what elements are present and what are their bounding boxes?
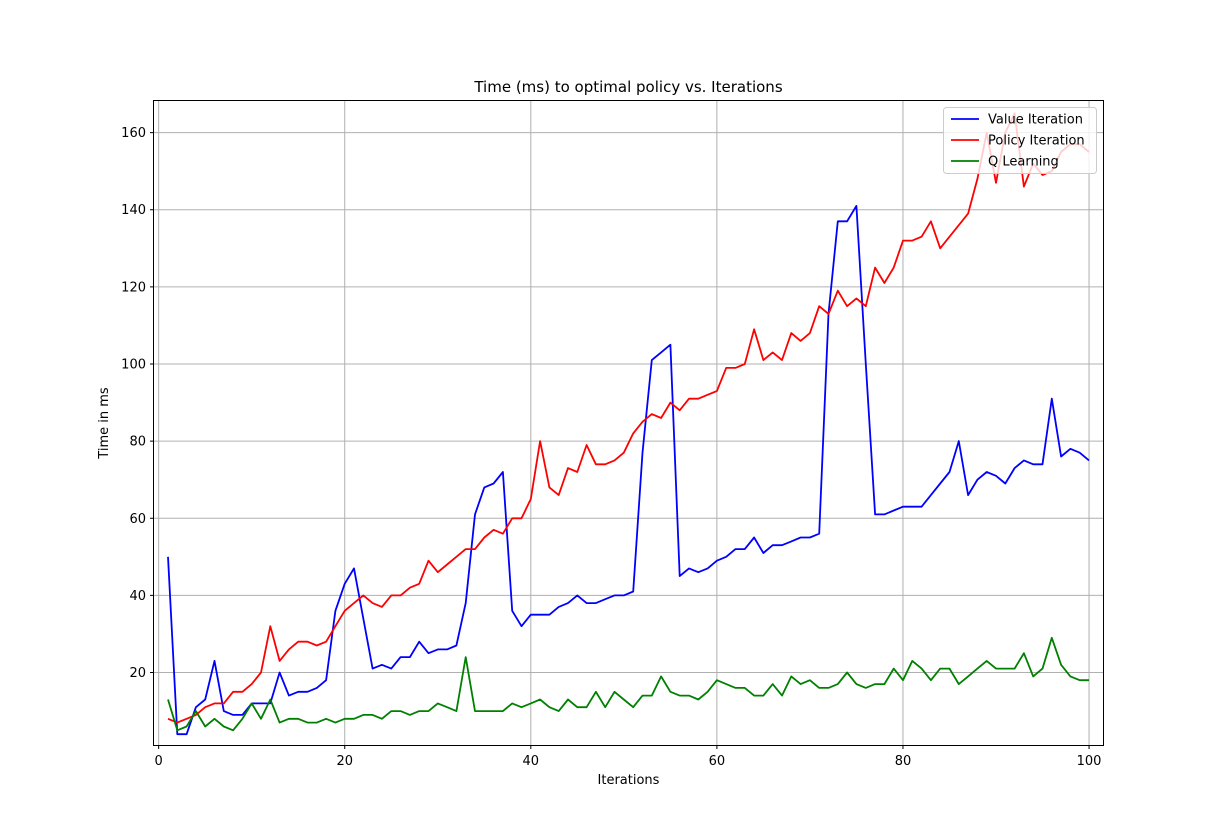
- x-tick-label: 40: [523, 754, 540, 769]
- chart-title: Time (ms) to optimal policy vs. Iteratio…: [473, 78, 782, 96]
- x-axis-ticks: 0 20 40 60 80 100: [155, 745, 1102, 769]
- series-line-value-iteration: [167, 204, 1090, 736]
- series-line-policy-iteration: [167, 112, 1090, 724]
- y-tick-label: 60: [129, 512, 146, 527]
- y-tick-label: 140: [121, 203, 146, 218]
- x-tick-label: 20: [336, 754, 353, 769]
- x-tick-label: 60: [709, 754, 726, 769]
- y-axis-label: Time in ms: [97, 387, 112, 460]
- series-lines: [167, 112, 1090, 736]
- y-axis-ticks: 20 40 60 80 100 120 140 160: [121, 126, 154, 681]
- plot-frame: [153, 100, 1104, 746]
- legend-label-policy-iteration: Policy Iteration: [988, 134, 1085, 149]
- y-tick-label: 80: [129, 435, 146, 450]
- x-axis-label: Iterations: [598, 773, 660, 788]
- y-tick-label: 120: [121, 280, 146, 295]
- y-tick-label: 20: [129, 666, 146, 681]
- legend-label-q-learning: Q Learning: [988, 155, 1059, 170]
- y-tick-label: 100: [121, 357, 146, 372]
- legend-box: [943, 107, 1097, 174]
- legend-label-value-iteration: Value Iteration: [988, 113, 1083, 128]
- legend: Value Iteration Policy Iteration Q Learnin…: [943, 107, 1097, 174]
- y-tick-label: 160: [121, 126, 146, 141]
- y-tick-label: 40: [129, 589, 146, 604]
- plot-area: [153, 100, 1104, 746]
- x-tick-label: 80: [895, 754, 912, 769]
- x-tick-label: 0: [155, 754, 163, 769]
- x-tick-label: 100: [1077, 754, 1102, 769]
- series-line-q-learning: [167, 636, 1089, 732]
